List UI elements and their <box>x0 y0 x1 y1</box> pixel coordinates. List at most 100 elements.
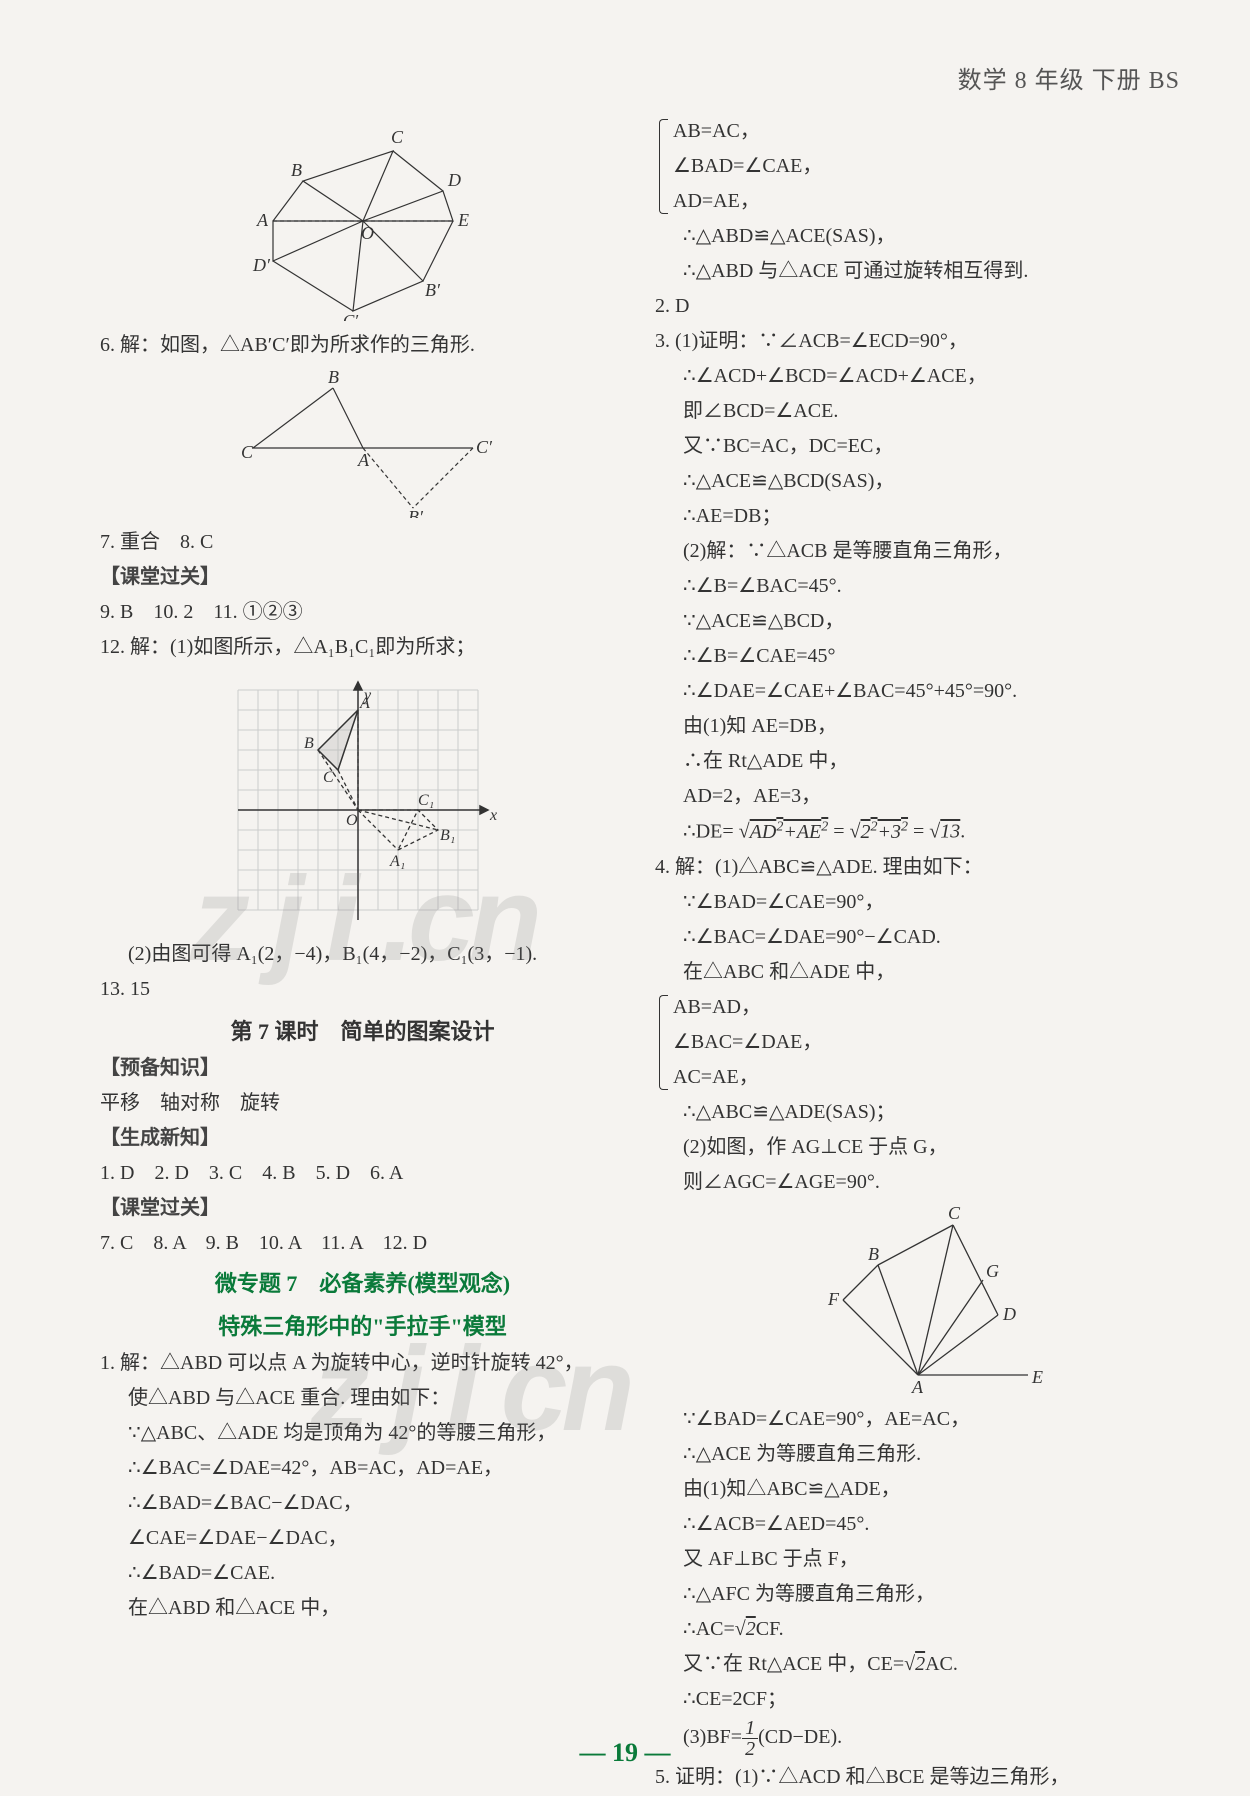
svg-text:B: B <box>291 160 302 180</box>
q3-h: ∴∠B=∠BAC=45°. <box>655 570 1180 603</box>
p1-line8: 在△ABD 和△ACE 中， <box>100 1592 625 1625</box>
q3-d: 又∵BC=AC，DC=EC， <box>655 430 1180 463</box>
p1-line6: ∠CAE=∠DAE−∠DAC， <box>100 1522 625 1555</box>
q4-j: 由(1)知△ABC≌△ADE， <box>655 1473 1180 1506</box>
brace1-a: AB=AC， <box>673 115 1180 148</box>
q3-g: (2)解：∵△ACB 是等腰直角三角形， <box>655 535 1180 568</box>
answer-13: 13. 15 <box>100 973 625 1006</box>
svg-text:A: A <box>359 695 370 712</box>
brace2-c: AC=AE， <box>673 1061 1180 1094</box>
svg-text:D: D <box>1002 1304 1016 1324</box>
svg-text:A₁: A₁ <box>389 853 405 870</box>
answer-2: 2. D <box>655 290 1180 323</box>
q4-g: 则∠AGC=∠AGE=90°. <box>655 1166 1180 1199</box>
svg-text:B′: B′ <box>425 280 441 300</box>
svg-text:A: A <box>256 210 269 230</box>
ybzs-answers: 平移 轴对称 旋转 <box>100 1087 625 1120</box>
svg-text:A: A <box>357 450 370 470</box>
ktgg2-answers: 7. C 8. A 9. B 10. A 11. A 12. D <box>100 1227 625 1260</box>
q3-o: ∴DE= √AD2+AE2 = √22+32 = √13. <box>655 815 1180 849</box>
q3-e: ∴△ACE≌△BCD(SAS)， <box>655 465 1180 498</box>
q4-o: 又∵在 Rt△ACE 中，CE=√2AC. <box>655 1648 1180 1681</box>
q3-a: 3. (1)证明：∵∠ACB=∠ECD=90°， <box>655 325 1180 358</box>
answer-7-8: 7. 重合 8. C <box>100 526 625 559</box>
q3-k: ∴∠DAE=∠CAE+∠BAC=45°+45°=90°. <box>655 675 1180 708</box>
heading-ktgg: 【课堂过关】 <box>100 561 625 594</box>
q4-m: ∴△AFC 为等腰直角三角形， <box>655 1578 1180 1611</box>
brace-system-2: AB=AD， ∠BAC=∠DAE， AC=AE， <box>655 991 1180 1094</box>
brace-system-1: AB=AC， ∠BAD=∠CAE， AD=AE， <box>655 115 1180 218</box>
q4-d: 在△ABC 和△ADE 中， <box>655 956 1180 989</box>
heading-ktgg2: 【课堂过关】 <box>100 1192 625 1225</box>
svg-text:A: A <box>911 1377 924 1395</box>
r-line1: ∴△ABD≌△ACE(SAS)， <box>655 220 1180 253</box>
svg-text:E: E <box>457 210 469 230</box>
two-column-layout: C B D A O E D′ B′ C′ 6. 解：如图，△AB′C′即为所求作… <box>100 115 1180 1796</box>
p1-line5: ∴∠BAD=∠BAC−∠DAC， <box>100 1487 625 1520</box>
lesson-7-title: 第 7 课时 简单的图案设计 <box>100 1014 625 1050</box>
page-header: 数学 8 年级 下册 BS <box>100 60 1180 95</box>
answer-12-2: (2)由图可得 A₁(2，−4)，B₁(4，−2)，C₁(3，−1). <box>100 938 625 971</box>
svg-text:B₁: B₁ <box>440 827 455 844</box>
p1-line3: ∵△ABC、△ADE 均是顶角为 42°的等腰三角形， <box>100 1417 625 1450</box>
q4-c: ∴∠BAC=∠DAE=90°−∠CAD. <box>655 921 1180 954</box>
brace1-b: ∠BAD=∠CAE， <box>673 150 1180 183</box>
q4-p: ∴CE=2CF； <box>655 1683 1180 1716</box>
p1-line7: ∴∠BAD=∠CAE. <box>100 1557 625 1590</box>
svg-text:B: B <box>304 735 314 752</box>
scxz-answers: 1. D 2. D 3. C 4. B 5. D 6. A <box>100 1157 625 1190</box>
diagram-triangle-abprime: B C A C′ B′ <box>100 368 625 518</box>
svg-text:B: B <box>328 368 339 387</box>
q3-n: AD=2，AE=3， <box>655 780 1180 813</box>
brace2-a: AB=AD， <box>673 991 1180 1024</box>
p1-line4: ∴∠BAC=∠DAE=42°，AB=AC，AD=AE， <box>100 1452 625 1485</box>
svg-text:E: E <box>1031 1367 1043 1387</box>
q3-l: 由(1)知 AE=DB， <box>655 710 1180 743</box>
q4-i: ∴△ACE 为等腰直角三角形. <box>655 1438 1180 1471</box>
q4-e: ∴△ABC≌△ADE(SAS)； <box>655 1096 1180 1129</box>
q3-c: 即∠BCD=∠ACE. <box>655 395 1180 428</box>
left-column: C B D A O E D′ B′ C′ 6. 解：如图，△AB′C′即为所求作… <box>100 115 625 1796</box>
micro-topic-7a: 微专题 7 必备素养(模型观念) <box>100 1266 625 1302</box>
brace2-b: ∠BAC=∠DAE， <box>673 1026 1180 1059</box>
svg-text:C₁: C₁ <box>418 792 434 809</box>
svg-text:B: B <box>868 1244 879 1264</box>
q4-l: 又 AF⊥BC 于点 F， <box>655 1543 1180 1576</box>
q3-m: ∴在 Rt△ADE 中， <box>655 745 1180 778</box>
r-line2: ∴△ABD 与△ACE 可通过旋转相互得到. <box>655 255 1180 288</box>
micro-topic-7b: 特殊三角形中的"手拉手"模型 <box>100 1309 625 1345</box>
svg-text:C′: C′ <box>343 311 358 321</box>
q4-n: ∴AC=√2CF. <box>655 1613 1180 1646</box>
svg-text:C: C <box>391 127 404 147</box>
brace1-c: AD=AE， <box>673 185 1180 218</box>
q4-a: 4. 解：(1)△ABC≌△ADE. 理由如下： <box>655 851 1180 884</box>
heading-ybzs: 【预备知识】 <box>100 1052 625 1085</box>
svg-text:D: D <box>447 170 461 190</box>
p1-line1: 1. 解：△ABD 可以点 A 为旋转中心，逆时针旋转 42°， <box>100 1347 625 1380</box>
q4-b: ∵∠BAD=∠CAE=90°， <box>655 886 1180 919</box>
page-number: — 19 — <box>0 1738 1250 1768</box>
svg-text:G: G <box>986 1261 999 1281</box>
svg-text:O: O <box>346 812 358 829</box>
diagram-grid-rotation: yx O ABC A₁B₁C₁ <box>100 670 625 930</box>
q3-b: ∴∠ACD+∠BCD=∠ACD+∠ACE， <box>655 360 1180 393</box>
svg-text:B′: B′ <box>408 507 424 518</box>
svg-text:C: C <box>323 769 334 786</box>
answer-12-1: 12. 解：(1)如图所示，△A₁B₁C₁即为所求； <box>100 631 625 664</box>
q3-i: ∵△ACE≌△BCD， <box>655 605 1180 638</box>
svg-text:x: x <box>489 807 497 824</box>
svg-text:O: O <box>361 223 374 243</box>
answer-9-11: 9. B 10. 2 11. ①②③ <box>100 596 625 629</box>
q4-h: ∵∠BAD=∠CAE=90°，AE=AC， <box>655 1403 1180 1436</box>
q4-f: (2)如图，作 AG⊥CE 于点 G， <box>655 1131 1180 1164</box>
svg-text:C′: C′ <box>476 437 493 457</box>
q3-f: ∴AE=DB； <box>655 500 1180 533</box>
q3-j: ∴∠B=∠CAE=45° <box>655 640 1180 673</box>
diagram-rotation-hexagon: C B D A O E D′ B′ C′ <box>100 121 625 321</box>
heading-scxz: 【生成新知】 <box>100 1122 625 1155</box>
answer-6: 6. 解：如图，△AB′C′即为所求作的三角形. <box>100 329 625 362</box>
svg-text:D′: D′ <box>252 255 271 275</box>
svg-text:C: C <box>241 442 254 462</box>
svg-text:F: F <box>827 1289 840 1309</box>
diagram-triangle-acge: C B F G D A E <box>655 1205 1180 1395</box>
